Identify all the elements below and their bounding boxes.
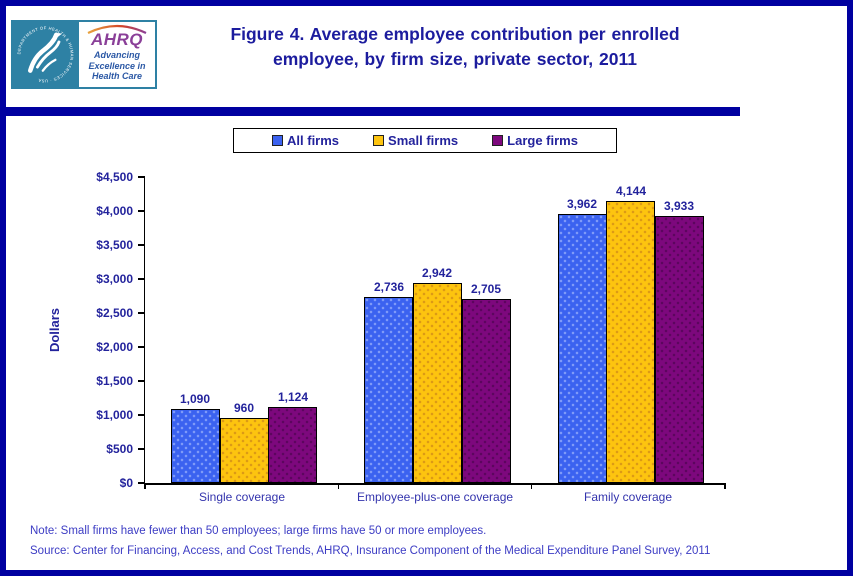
bar-large-firms-family-coverage — [655, 216, 704, 483]
ahrq-logo-text: AHRQ Advancing Excellence in Health Care — [79, 22, 155, 87]
y-tick-label: $4,500 — [96, 170, 133, 184]
x-category-label: Employee-plus-one coverage — [356, 490, 514, 504]
y-tick-mark — [138, 414, 145, 416]
y-tick-label: $2,500 — [96, 306, 133, 320]
bar-small-firms-single-coverage — [220, 418, 269, 483]
tagline-line-3: Health Care — [91, 71, 143, 81]
bar-value-label: 1,124 — [277, 390, 309, 404]
eagle-head — [54, 33, 62, 38]
y-tick-label: $1,000 — [96, 408, 133, 422]
header-divider — [6, 107, 740, 116]
y-tick-label: $3,500 — [96, 238, 133, 252]
y-tick-mark — [138, 482, 145, 484]
x-category-label: Family coverage — [583, 490, 673, 504]
bar-all-firms-single-coverage — [171, 409, 220, 483]
y-tick-label: $3,000 — [96, 272, 133, 286]
legend-label: All firms — [287, 133, 340, 148]
bar-large-firms-employee-plus-one-coverage — [462, 299, 511, 483]
y-tick-label: $500 — [106, 442, 133, 456]
legend-swatch-small-firms — [373, 135, 385, 146]
bar-value-label: 4,144 — [615, 184, 647, 198]
y-tick-label: $4,000 — [96, 204, 133, 218]
chart-legend: All firms Small firms Large firms — [233, 128, 617, 153]
figure-title: Figure 4. Average employee contribution … — [230, 24, 680, 69]
y-tick-mark — [138, 278, 145, 280]
ahrq-hhs-logo: DEPARTMENT OF HEALTH & HUMAN SERVICES · … — [11, 20, 157, 89]
legend-label: Small firms — [388, 133, 459, 148]
ahrq-arc-icon — [87, 24, 147, 34]
legend-swatch-all-firms — [272, 135, 284, 146]
bar-small-firms-family-coverage — [606, 201, 655, 483]
source-text: Source: Center for Financing, Access, an… — [30, 545, 711, 557]
note-text: Note: Small firms have fewer than 50 emp… — [30, 525, 487, 537]
legend-item-all-firms: All firms — [272, 133, 339, 148]
y-tick-mark — [138, 312, 145, 314]
y-tick-mark — [138, 210, 145, 212]
legend-swatch-large-firms — [492, 135, 504, 146]
y-tick-mark — [138, 176, 145, 178]
legend-item-small-firms: Small firms — [373, 133, 458, 148]
bar-large-firms-single-coverage — [268, 407, 317, 483]
bar-small-firms-employee-plus-one-coverage — [413, 283, 462, 483]
y-tick-label: $2,000 — [96, 340, 133, 354]
bar-value-label: 3,933 — [663, 199, 695, 213]
bar-value-label: 2,736 — [373, 280, 405, 294]
x-category-label: Single coverage — [198, 490, 286, 504]
hhs-eagle-icon: DEPARTMENT OF HEALTH & HUMAN SERVICES · … — [16, 25, 74, 83]
chart-plot: $0 $500 $1,000 $1,500 $2,000 $2,500 $3,000 $3,5… — [6, 6, 847, 570]
bar-value-label: 2,705 — [470, 282, 502, 296]
legend-label: Large firms — [507, 133, 578, 148]
x-tick-mark — [724, 483, 726, 489]
bar-value-label: 960 — [233, 401, 255, 415]
x-tick-mark — [530, 483, 533, 489]
y-tick-label: $0 — [119, 476, 133, 490]
tagline-line-1: Advancing — [93, 50, 140, 60]
y-tick-mark — [138, 346, 145, 348]
y-tick-label: $1,500 — [96, 374, 133, 388]
bar-all-firms-family-coverage — [558, 214, 607, 483]
ahrq-acronym: AHRQ — [90, 30, 144, 49]
bar-value-label: 1,090 — [179, 392, 211, 406]
y-axis-line — [143, 177, 146, 485]
hhs-seal: DEPARTMENT OF HEALTH & HUMAN SERVICES · … — [13, 22, 79, 87]
bar-value-label: 2,942 — [421, 266, 453, 280]
x-axis-line — [143, 483, 725, 485]
y-tick-mark — [138, 448, 145, 450]
legend-item-large-firms: Large firms — [492, 133, 578, 148]
x-tick-mark — [337, 483, 340, 489]
x-tick-mark — [144, 483, 146, 489]
bar-all-firms-employee-plus-one-coverage — [364, 297, 413, 483]
ahrq-tagline: Advancing Excellence in Health Care — [79, 50, 155, 82]
tagline-line-2: Excellence in — [88, 60, 146, 71]
y-tick-mark — [138, 380, 145, 382]
bar-value-label: 3,962 — [566, 197, 598, 211]
y-tick-mark — [138, 244, 145, 246]
